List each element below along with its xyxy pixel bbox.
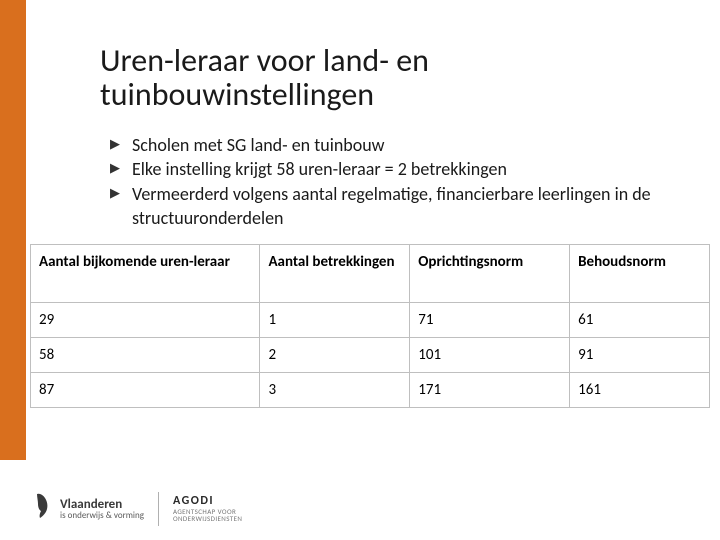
bullet-text: Vermeerderd volgens aantal regelmatige, … — [132, 182, 692, 231]
logo-line: ONDERWIJSDIENSTEN — [173, 515, 242, 522]
content-area: Uren-leraar voor land- en tuinbouwinstel… — [100, 44, 692, 408]
table-header-row: Aantal bijkomende uren-leraar Aantal bet… — [31, 245, 710, 303]
table-row: 29 1 71 61 — [31, 303, 710, 338]
table-cell: 1 — [260, 303, 410, 338]
table-cell: 101 — [410, 338, 570, 373]
bullet-item: ▶ Elke instelling krijgt 58 uren-leraar … — [110, 157, 692, 181]
lion-icon — [34, 492, 54, 526]
table-row: 58 2 101 91 — [31, 338, 710, 373]
footer: Vlaanderen is onderwijs & vorming AGODI … — [34, 492, 242, 526]
table-row: 87 3 171 161 — [31, 373, 710, 408]
table-header-cell: Aantal betrekkingen — [260, 245, 410, 303]
table-header-cell: Behoudsnorm — [570, 245, 710, 303]
logo-line: is onderwijs & vorming — [60, 511, 144, 520]
table-cell: 71 — [410, 303, 570, 338]
bullet-arrow-icon: ▶ — [110, 157, 124, 181]
table-cell: 61 — [570, 303, 710, 338]
slide-title: Uren-leraar voor land- en tuinbouwinstel… — [100, 44, 692, 111]
norms-table: Aantal bijkomende uren-leraar Aantal bet… — [30, 244, 710, 408]
bullet-item: ▶ Scholen met SG land- en tuinbouw — [110, 133, 692, 157]
table-cell: 171 — [410, 373, 570, 408]
agodi-logo: AGODI AGENTSCHAP VOOR ONDERWIJSDIENSTEN — [173, 495, 242, 522]
table-header-cell: Aantal bijkomende uren-leraar — [31, 245, 260, 303]
table-cell: 29 — [31, 303, 260, 338]
bullet-arrow-icon: ▶ — [110, 182, 124, 206]
accent-bar — [0, 0, 26, 460]
table-cell: 87 — [31, 373, 260, 408]
bullet-item: ▶ Vermeerderd volgens aantal regelmatige… — [110, 182, 692, 231]
table-header-cell: Oprichtingsnorm — [410, 245, 570, 303]
table-cell: 161 — [570, 373, 710, 408]
table-cell: 2 — [260, 338, 410, 373]
vlaanderen-text: Vlaanderen is onderwijs & vorming — [60, 498, 144, 520]
bullet-list: ▶ Scholen met SG land- en tuinbouw ▶ Elk… — [110, 133, 692, 230]
table-cell: 91 — [570, 338, 710, 373]
bullet-text: Scholen met SG land- en tuinbouw — [132, 133, 692, 157]
table-cell: 3 — [260, 373, 410, 408]
table-cell: 58 — [31, 338, 260, 373]
bullet-arrow-icon: ▶ — [110, 133, 124, 157]
vlaanderen-logo: Vlaanderen is onderwijs & vorming — [34, 492, 144, 526]
slide: Uren-leraar voor land- en tuinbouwinstel… — [0, 0, 720, 540]
footer-divider — [158, 492, 159, 526]
bullet-text: Elke instelling krijgt 58 uren-leraar = … — [132, 157, 692, 181]
